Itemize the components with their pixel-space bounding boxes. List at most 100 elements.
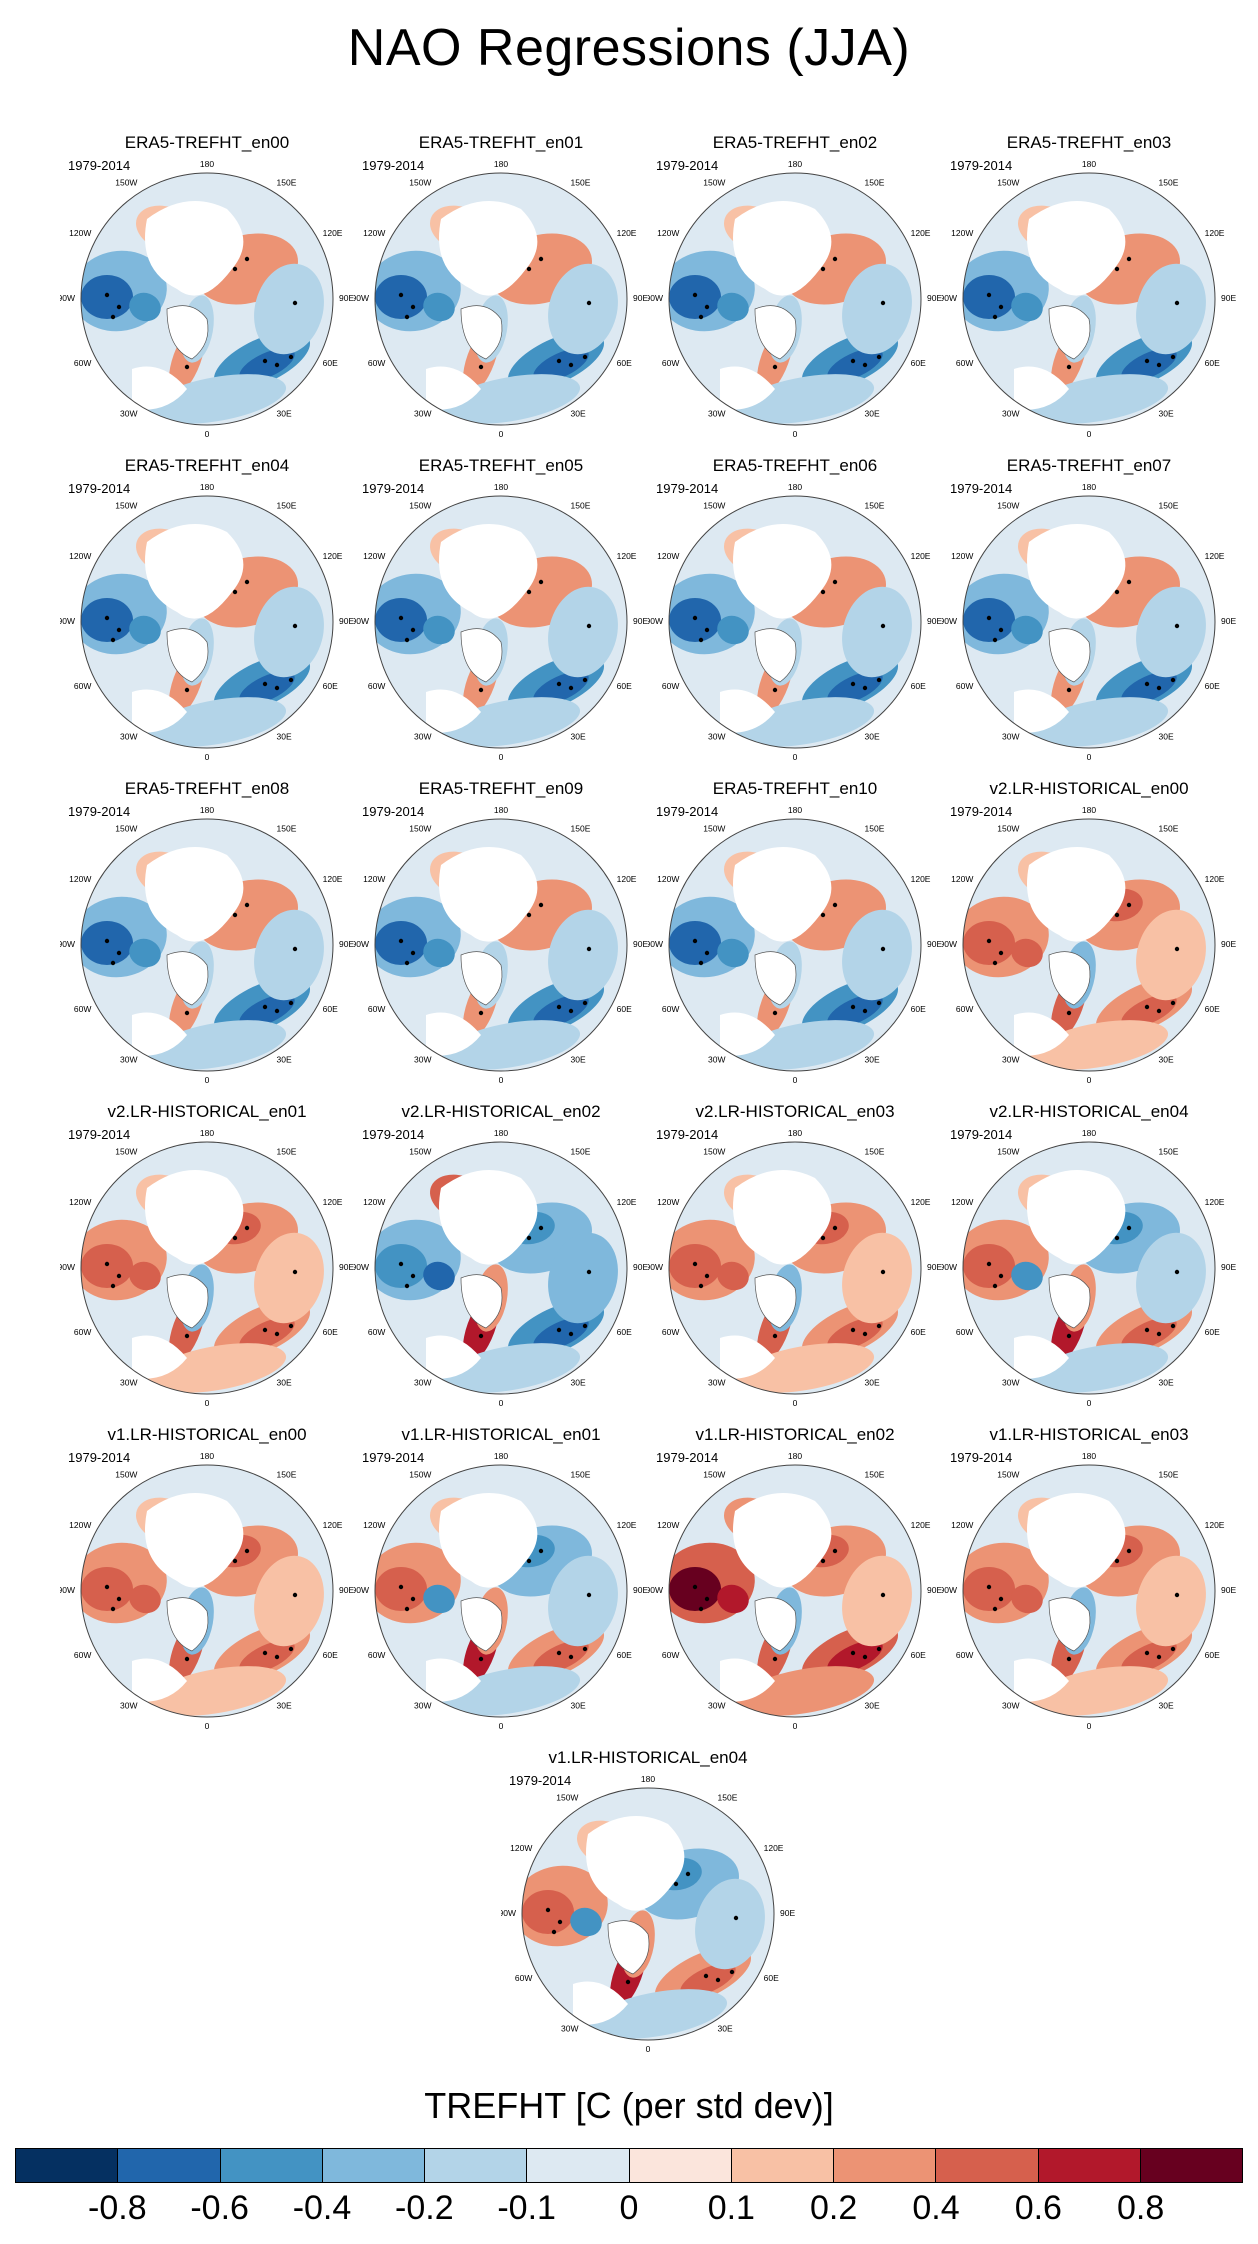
missing-data-area: [1014, 689, 1069, 733]
significance-dot: [478, 687, 484, 693]
significance-dot: [478, 364, 484, 370]
longitude-label: 120E: [617, 1520, 637, 1530]
longitude-label: 120E: [323, 874, 343, 884]
significance-dot: [104, 292, 110, 298]
longitude-label: 90E: [1221, 1585, 1236, 1595]
map-panel: ERA5-TREFHT_en03 1979-2014 180 150E 120E 90E 6…: [942, 133, 1236, 443]
longitude-label: 60E: [323, 681, 338, 691]
longitude-label: 60W: [662, 1327, 679, 1337]
longitude-label: 90E: [1221, 616, 1236, 626]
panel-title: v2.LR-HISTORICAL_en02: [401, 1102, 601, 1121]
anomaly-region: [1011, 1584, 1043, 1614]
significance-dot: [862, 1008, 868, 1014]
significance-dot: [1156, 1654, 1162, 1660]
longitude-label: 30E: [277, 1378, 292, 1388]
colorbar-tick-label: -0.4: [292, 2189, 352, 2227]
significance-dot: [772, 1333, 778, 1339]
significance-dot: [262, 681, 268, 687]
longitude-label: 120E: [911, 1520, 931, 1530]
significance-dot: [1156, 1008, 1162, 1014]
greenland-outline: [1048, 951, 1091, 1006]
longitude-label: 60W: [74, 1650, 91, 1660]
panel-title: ERA5-TREFHT_en01: [418, 133, 584, 152]
significance-dot: [850, 1004, 856, 1010]
map-panel: ERA5-TREFHT_en02 1979-2014 180 150E 120E 90E 6…: [648, 133, 942, 443]
longitude-label: 120E: [1205, 228, 1225, 238]
greenland-outline: [754, 305, 797, 360]
colorbar-swatch: [322, 2149, 425, 2182]
longitude-label: 60E: [617, 1004, 632, 1014]
longitude-label: 120E: [617, 874, 637, 884]
anomaly-region: [548, 263, 618, 355]
longitude-label: 120W: [951, 551, 973, 561]
map-boundary: [962, 172, 1216, 426]
longitude-label: 30E: [865, 1055, 880, 1065]
significance-dot: [232, 912, 238, 918]
significance-dot: [398, 292, 404, 298]
significance-dot: [692, 1584, 698, 1590]
longitude-label: 60E: [911, 681, 926, 691]
longitude-label: 120W: [69, 551, 91, 561]
significance-dot: [110, 314, 116, 320]
longitude-label: 30E: [1159, 732, 1174, 742]
panel-title: v2.LR-HISTORICAL_en04: [989, 1102, 1189, 1121]
panel-period: 1979-2014: [950, 1450, 1013, 1465]
significance-dot: [1156, 362, 1162, 368]
longitude-label: 180: [200, 159, 214, 169]
panel-period: 1979-2014: [68, 158, 131, 173]
longitude-label: 150W: [115, 177, 137, 187]
map-panel: v1.LR-HISTORICAL_en00 1979-2014 180 150E 120…: [60, 1425, 354, 1735]
significance-dot: [538, 579, 544, 585]
longitude-label: 30W: [120, 1055, 137, 1065]
significance-dot: [288, 1000, 294, 1006]
longitude-label: 30E: [277, 732, 292, 742]
anomaly-region: [1011, 615, 1043, 645]
longitude-label: 60E: [1205, 681, 1220, 691]
significance-dot: [820, 266, 826, 272]
longitude-label: 150W: [115, 1469, 137, 1479]
significance-dot: [1170, 354, 1176, 360]
longitude-label: 90E: [633, 1262, 648, 1272]
longitude-label: 60E: [323, 1327, 338, 1337]
greenland-outline: [460, 1274, 503, 1329]
map-panel: v2.LR-HISTORICAL_en00 1979-2014 180 150E 120…: [942, 779, 1236, 1089]
longitude-label: 150E: [277, 823, 297, 833]
map-boundary: [668, 1141, 922, 1395]
missing-data-area: [439, 847, 538, 942]
significance-dot: [410, 1596, 416, 1602]
map-panel: ERA5-TREFHT_en10 1979-2014 180 150E 120E 90E 6…: [648, 779, 942, 1089]
longitude-label: 150E: [718, 1792, 738, 1802]
colorbar-swatch: [629, 2149, 732, 2182]
map-panel: ERA5-TREFHT_en07 1979-2014 180 150E 120E 90E 6…: [942, 456, 1236, 766]
anomaly-region: [129, 1584, 161, 1614]
longitude-label: 90E: [339, 616, 354, 626]
longitude-label: 60W: [662, 1650, 679, 1660]
significance-dot: [1066, 364, 1072, 370]
longitude-label: 180: [1082, 1128, 1096, 1138]
significance-dot: [850, 1327, 856, 1333]
missing-data-area: [720, 689, 775, 733]
map-boundary: [962, 1141, 1216, 1395]
longitude-label: 150E: [571, 177, 591, 187]
longitude-label: 90E: [780, 1908, 795, 1918]
longitude-label: 90W: [354, 616, 369, 626]
significance-dot: [1174, 623, 1180, 629]
colorbar-tick-label: 0.2: [810, 2189, 858, 2227]
anomaly-region: [239, 1640, 295, 1674]
longitude-label: 90W: [942, 939, 957, 949]
longitude-label: 0: [205, 1398, 210, 1408]
longitude-label: 150E: [571, 823, 591, 833]
significance-dot: [698, 314, 704, 320]
significance-dot: [184, 687, 190, 693]
panel-title: ERA5-TREFHT_en10: [712, 779, 878, 798]
longitude-label: 120W: [951, 874, 973, 884]
map-boundary: [521, 1787, 775, 2041]
significance-dot: [404, 1283, 410, 1289]
longitude-label: 150E: [571, 1469, 591, 1479]
significance-dot: [586, 1592, 592, 1598]
anomaly-region: [1136, 1555, 1206, 1647]
longitude-label: 60E: [911, 1004, 926, 1014]
longitude-label: 180: [1082, 805, 1096, 815]
significance-dot: [1126, 579, 1132, 585]
significance-dot: [274, 362, 280, 368]
